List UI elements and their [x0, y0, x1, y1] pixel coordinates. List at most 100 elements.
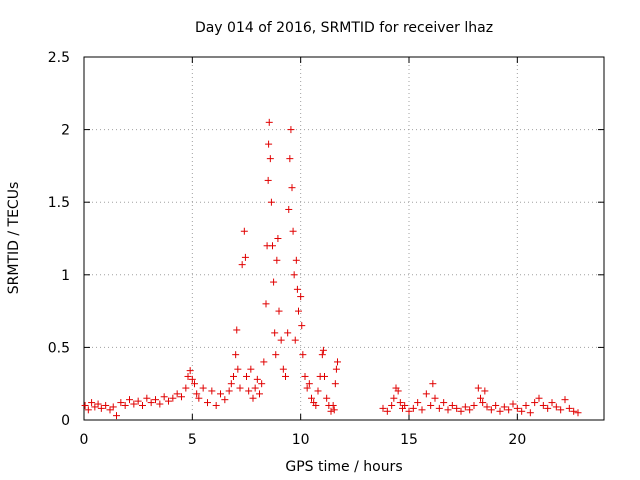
data-point — [193, 390, 201, 398]
data-point — [327, 407, 335, 415]
data-point — [277, 336, 285, 344]
data-point — [208, 387, 216, 395]
data-point — [84, 406, 92, 414]
data-point — [234, 365, 242, 373]
y-tick-label: 2 — [61, 123, 70, 139]
data-point — [225, 387, 233, 395]
data-point — [286, 155, 294, 163]
data-point — [388, 401, 396, 409]
data-point — [188, 375, 196, 383]
data-point — [331, 380, 339, 388]
data-point — [299, 351, 307, 359]
data-point — [496, 407, 504, 415]
data-point — [212, 401, 220, 409]
data-point — [186, 367, 194, 375]
data-point — [152, 396, 159, 404]
data-point — [139, 401, 146, 409]
data-point — [147, 399, 155, 407]
data-point — [191, 380, 198, 388]
data-point — [217, 390, 224, 398]
chart-title: Day 014 of 2016, SRMTID for receiver lha… — [195, 20, 493, 36]
y-tick-label: 2.5 — [48, 50, 70, 66]
data-point — [126, 396, 133, 404]
data-point — [418, 406, 426, 414]
data-point — [295, 307, 302, 315]
data-point — [267, 198, 275, 206]
data-point — [94, 400, 102, 408]
data-point — [240, 227, 248, 235]
data-point — [461, 403, 469, 411]
data-point — [182, 384, 190, 392]
data-point — [535, 394, 543, 402]
x-axis-label: GPS time / hours — [285, 459, 402, 475]
data-point — [230, 372, 237, 380]
data-point — [91, 403, 99, 411]
data-point — [195, 394, 203, 402]
data-point — [236, 384, 244, 392]
data-point — [258, 380, 266, 388]
data-point — [427, 401, 435, 409]
data-point — [319, 346, 327, 354]
data-point — [275, 307, 283, 315]
data-point — [481, 387, 489, 395]
data-point — [285, 205, 293, 213]
x-tick-label: 20 — [508, 432, 526, 448]
data-point — [444, 406, 452, 414]
data-point — [435, 404, 443, 412]
x-tick-label: 15 — [400, 432, 418, 448]
data-point — [204, 399, 211, 407]
data-point — [318, 351, 326, 359]
data-point — [383, 407, 391, 415]
data-point — [178, 393, 185, 401]
data-point — [574, 409, 582, 417]
data-point — [305, 380, 313, 388]
data-point — [81, 401, 89, 409]
data-point — [273, 256, 281, 264]
y-tick-label: 0 — [61, 413, 70, 429]
data-point — [513, 404, 521, 412]
data-point — [329, 401, 337, 409]
data-point — [409, 404, 417, 412]
data-point — [531, 399, 539, 407]
data-point — [165, 397, 172, 405]
axis-ticks: 0 0.5 1 1.5 2 2.5 0 5 10 15 20 — [48, 50, 604, 448]
data-point — [184, 372, 192, 380]
data-point — [134, 397, 142, 405]
data-point — [245, 387, 253, 395]
data-point — [269, 242, 276, 250]
data-point — [466, 406, 474, 414]
data-point — [429, 380, 437, 388]
x-tick-label: 0 — [80, 432, 89, 448]
data-point — [548, 399, 556, 407]
data-point — [292, 256, 300, 264]
grid — [84, 57, 604, 420]
data-point — [262, 300, 270, 308]
data-point — [160, 393, 168, 401]
data-point — [505, 406, 513, 414]
data-point — [314, 387, 322, 395]
data-point — [97, 404, 105, 412]
x-tick-label: 10 — [292, 432, 310, 448]
data-point — [487, 406, 495, 414]
data-point — [440, 399, 448, 407]
data-point — [109, 403, 117, 411]
data-point — [323, 394, 331, 402]
data-point — [539, 401, 547, 409]
data-point — [221, 396, 229, 404]
data-point — [390, 394, 398, 402]
data-point — [253, 375, 261, 383]
data-point — [287, 126, 295, 134]
data-point — [492, 401, 500, 409]
data-point — [422, 390, 430, 398]
data-point — [256, 390, 263, 398]
data-point — [238, 261, 246, 269]
plot-frame — [83, 56, 605, 421]
data-point — [270, 278, 278, 286]
data-point — [232, 351, 240, 359]
data-point — [483, 403, 491, 411]
data-point — [565, 404, 573, 412]
data-point — [88, 399, 96, 407]
data-point — [279, 365, 287, 373]
data-point — [282, 372, 289, 380]
data-point — [552, 403, 560, 411]
